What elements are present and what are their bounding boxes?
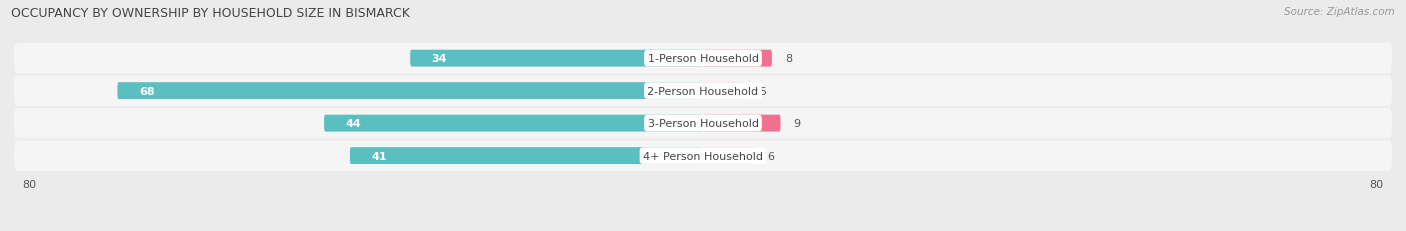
FancyBboxPatch shape <box>117 83 703 100</box>
Text: 80: 80 <box>1369 179 1384 189</box>
Text: 80: 80 <box>22 179 37 189</box>
FancyBboxPatch shape <box>14 108 1392 139</box>
Text: 5: 5 <box>759 86 766 96</box>
Text: 6: 6 <box>768 151 775 161</box>
FancyBboxPatch shape <box>703 148 755 164</box>
Text: 3-Person Household: 3-Person Household <box>648 119 758 129</box>
Text: 34: 34 <box>432 54 447 64</box>
Text: 9: 9 <box>793 119 800 129</box>
FancyBboxPatch shape <box>703 83 747 100</box>
FancyBboxPatch shape <box>14 76 1392 106</box>
FancyBboxPatch shape <box>350 148 703 164</box>
Text: 2-Person Household: 2-Person Household <box>647 86 759 96</box>
FancyBboxPatch shape <box>703 115 780 132</box>
Text: Source: ZipAtlas.com: Source: ZipAtlas.com <box>1284 7 1395 17</box>
FancyBboxPatch shape <box>14 141 1392 171</box>
Text: 1-Person Household: 1-Person Household <box>648 54 758 64</box>
FancyBboxPatch shape <box>411 51 703 67</box>
Text: OCCUPANCY BY OWNERSHIP BY HOUSEHOLD SIZE IN BISMARCK: OCCUPANCY BY OWNERSHIP BY HOUSEHOLD SIZE… <box>11 7 411 20</box>
Legend: Owner-occupied, Renter-occupied: Owner-occupied, Renter-occupied <box>582 228 824 231</box>
Text: 44: 44 <box>346 119 361 129</box>
Text: 41: 41 <box>371 151 387 161</box>
Text: 8: 8 <box>785 54 792 64</box>
FancyBboxPatch shape <box>14 44 1392 74</box>
Text: 68: 68 <box>139 86 155 96</box>
Text: 4+ Person Household: 4+ Person Household <box>643 151 763 161</box>
FancyBboxPatch shape <box>703 51 772 67</box>
FancyBboxPatch shape <box>323 115 703 132</box>
